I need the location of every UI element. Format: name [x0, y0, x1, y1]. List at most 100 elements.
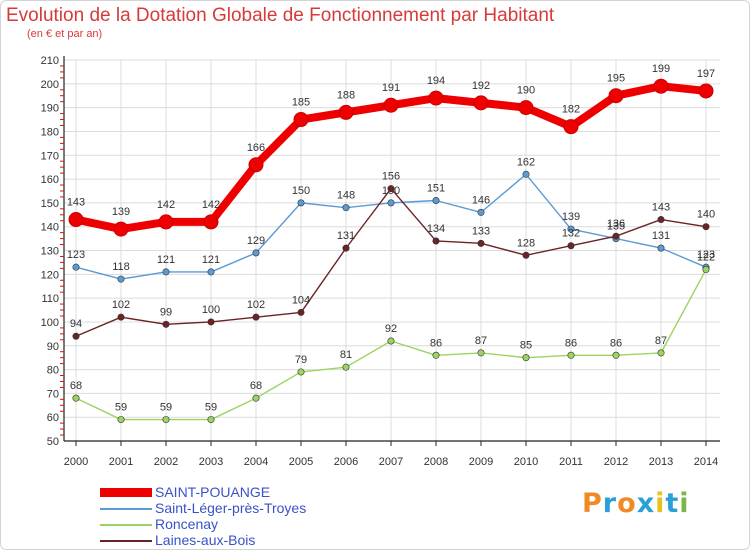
data-label-roncenay: 85	[520, 340, 532, 352]
data-label-saint-pouange: 194	[427, 75, 445, 87]
data-point-laines-aux-bois	[387, 185, 395, 193]
data-point-laines-aux-bois	[117, 313, 125, 321]
data-point-laines-aux-bois	[657, 216, 665, 224]
legend-swatch	[100, 524, 152, 526]
data-label-roncenay: 68	[70, 380, 82, 392]
data-point-laines-aux-bois	[72, 332, 80, 340]
data-point-roncenay	[477, 349, 485, 357]
data-point-saint-leger-pres-troyes	[567, 225, 575, 233]
data-label-saint-leger-pres-troyes: 118	[112, 261, 130, 273]
data-point-saint-pouange	[203, 214, 219, 230]
chart-title: Evolution de la Dotation Globale de Fonc…	[6, 5, 555, 26]
data-point-roncenay	[657, 349, 665, 357]
data-point-laines-aux-bois	[342, 244, 350, 252]
data-label-saint-leger-pres-troyes: 123	[67, 249, 85, 261]
data-point-roncenay	[432, 351, 440, 359]
data-label-saint-pouange: 192	[472, 80, 490, 92]
data-label-saint-leger-pres-troyes: 148	[337, 190, 355, 202]
data-label-laines-aux-bois: 128	[517, 237, 535, 249]
data-label-laines-aux-bois: 104	[292, 294, 310, 306]
y-tick-label: 180	[41, 126, 59, 138]
legend-label: Saint-Léger-près-Troyes	[155, 500, 307, 516]
data-point-laines-aux-bois	[567, 242, 575, 250]
y-tick-label: 50	[47, 436, 59, 448]
data-point-roncenay	[702, 266, 710, 274]
data-point-saint-pouange	[608, 88, 624, 104]
data-label-roncenay: 86	[610, 337, 622, 349]
x-tick-label: 2004	[244, 456, 268, 468]
data-point-saint-leger-pres-troyes	[477, 208, 485, 216]
data-label-saint-pouange: 142	[202, 199, 220, 211]
legend-label: Roncenay	[155, 516, 219, 532]
data-label-saint-pouange: 143	[67, 197, 85, 209]
data-label-saint-pouange: 188	[337, 89, 355, 101]
data-label-saint-pouange: 195	[607, 73, 625, 85]
data-label-roncenay: 59	[205, 402, 217, 414]
legend-swatch	[100, 508, 152, 510]
data-point-roncenay	[117, 416, 125, 424]
chart-subtitle: (en € et par an)	[27, 28, 103, 40]
y-tick-label: 150	[41, 198, 59, 210]
data-point-saint-leger-pres-troyes	[117, 275, 125, 283]
data-label-saint-leger-pres-troyes: 129	[247, 235, 265, 247]
data-label-saint-leger-pres-troyes: 121	[157, 254, 175, 266]
x-tick-label: 2002	[154, 456, 178, 468]
data-label-saint-leger-pres-troyes: 146	[472, 194, 490, 206]
data-point-saint-pouange	[158, 214, 174, 230]
legend-label: SAINT-POUANGE	[155, 484, 271, 500]
x-tick-label: 2008	[424, 456, 448, 468]
y-tick-label: 120	[41, 269, 59, 281]
data-label-laines-aux-bois: 140	[697, 209, 715, 221]
x-tick-label: 2012	[604, 456, 628, 468]
x-tick-label: 2007	[379, 456, 403, 468]
x-tick-label: 2009	[469, 456, 493, 468]
data-point-saint-pouange	[113, 221, 129, 237]
data-label-saint-leger-pres-troyes: 151	[427, 182, 445, 194]
data-point-saint-pouange	[428, 90, 444, 106]
data-point-saint-leger-pres-troyes	[297, 199, 305, 207]
data-point-saint-leger-pres-troyes	[387, 199, 395, 207]
y-tick-label: 140	[41, 222, 59, 234]
data-label-saint-pouange: 139	[112, 206, 130, 218]
x-tick-label: 2006	[334, 456, 358, 468]
data-point-roncenay	[162, 416, 170, 424]
data-point-roncenay	[612, 351, 620, 359]
data-label-saint-leger-pres-troyes: 123	[697, 249, 715, 261]
data-label-roncenay: 87	[475, 335, 487, 347]
y-tick-label: 70	[47, 388, 59, 400]
y-tick-label: 80	[47, 365, 59, 377]
proxiti-logo: Proxiti	[582, 488, 690, 519]
data-label-saint-leger-pres-troyes: 135	[607, 221, 625, 233]
y-tick-label: 200	[41, 79, 59, 91]
y-tick-label: 100	[41, 317, 59, 329]
x-tick-label: 2010	[514, 456, 538, 468]
data-point-laines-aux-bois	[477, 239, 485, 247]
y-tick-label: 130	[41, 246, 59, 258]
data-label-roncenay: 79	[295, 354, 307, 366]
logo-letter: P	[582, 488, 603, 519]
data-point-saint-leger-pres-troyes	[522, 170, 530, 178]
legend-swatch	[100, 540, 152, 542]
legend-label: Laines-aux-Bois	[155, 532, 256, 548]
data-point-laines-aux-bois	[702, 223, 710, 231]
data-label-saint-pouange: 197	[697, 68, 715, 80]
data-label-laines-aux-bois: 131	[337, 230, 355, 242]
x-tick-label: 2005	[289, 456, 313, 468]
data-label-laines-aux-bois: 156	[382, 171, 400, 183]
data-point-saint-pouange	[248, 157, 264, 173]
data-point-saint-pouange	[518, 100, 534, 116]
data-label-saint-pouange: 182	[562, 104, 580, 116]
x-tick-label: 2013	[649, 456, 673, 468]
data-label-saint-leger-pres-troyes: 131	[652, 230, 670, 242]
y-tick-label: 110	[41, 293, 59, 305]
data-point-saint-pouange	[293, 112, 309, 128]
y-tick-label: 160	[41, 174, 59, 186]
data-label-roncenay: 87	[655, 335, 667, 347]
data-point-saint-leger-pres-troyes	[657, 244, 665, 252]
data-point-roncenay	[342, 363, 350, 371]
data-label-saint-leger-pres-troyes: 150	[292, 185, 310, 197]
data-point-saint-pouange	[68, 212, 84, 228]
data-label-laines-aux-bois: 143	[652, 202, 670, 214]
data-point-saint-leger-pres-troyes	[252, 249, 260, 257]
data-label-laines-aux-bois: 94	[70, 318, 82, 330]
